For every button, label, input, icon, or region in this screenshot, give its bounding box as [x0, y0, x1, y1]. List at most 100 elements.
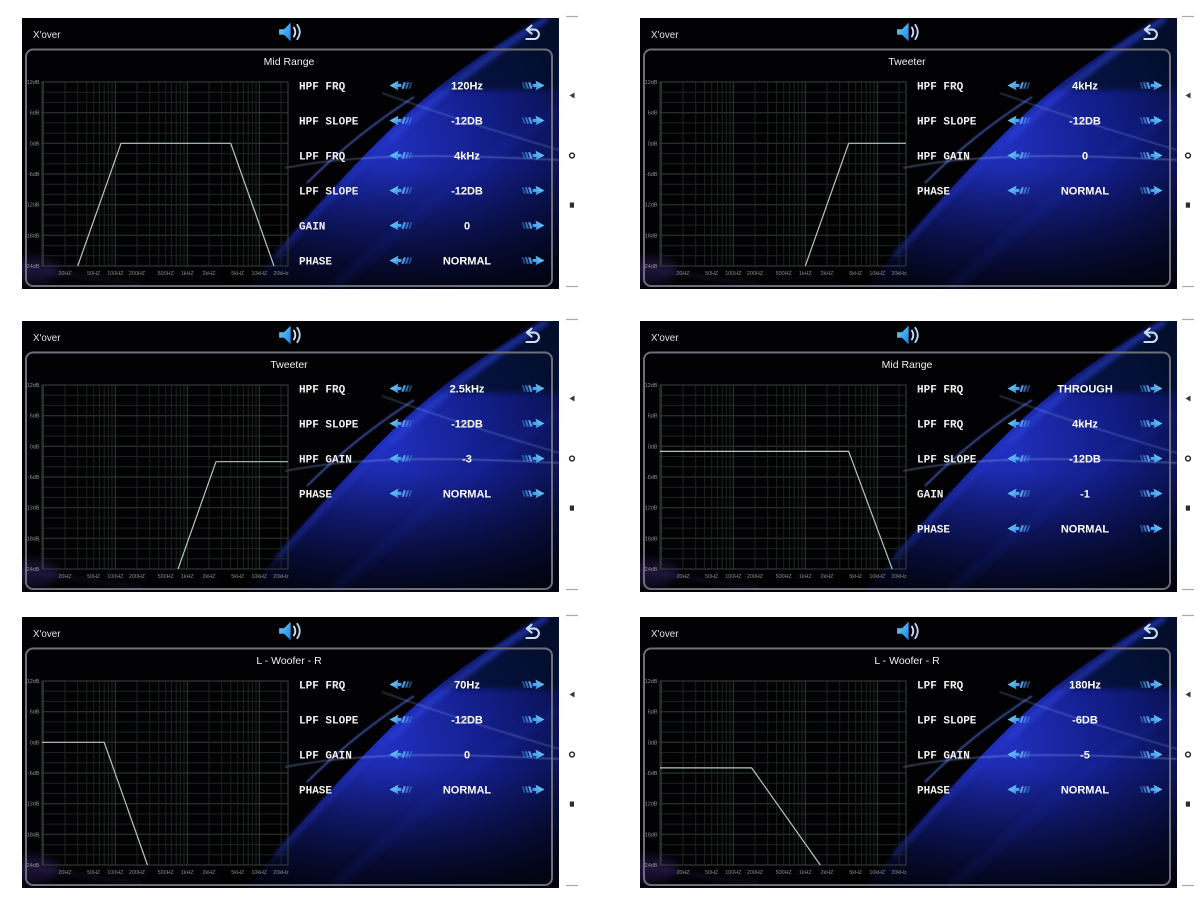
svg-text:PHASE: PHASE: [299, 786, 332, 798]
svg-text:20HZ: 20HZ: [58, 271, 72, 277]
svg-text:0: 0: [464, 750, 470, 762]
svg-text:6dB: 6dB: [648, 111, 658, 117]
svg-text:0dB: 0dB: [648, 141, 658, 147]
svg-text:100HZ: 100HZ: [107, 870, 124, 876]
svg-text:HPF FRQ: HPF FRQ: [917, 385, 964, 397]
svg-text:-6DB: -6DB: [1072, 715, 1098, 727]
svg-text:Tweeter: Tweeter: [888, 56, 926, 68]
svg-text:-12dB: -12dB: [643, 203, 658, 209]
svg-text:LPF GAIN: LPF GAIN: [917, 751, 970, 763]
svg-text:10kHZ: 10kHZ: [251, 271, 268, 277]
svg-text:Mid Range: Mid Range: [882, 359, 933, 371]
svg-text:1kHZ: 1kHZ: [181, 870, 195, 876]
svg-text:12dB: 12dB: [645, 679, 658, 685]
svg-text:0dB: 0dB: [30, 444, 40, 450]
svg-text:1kHZ: 1kHZ: [799, 870, 813, 876]
svg-text:2kHZ: 2kHZ: [203, 870, 217, 876]
svg-text:-12dB: -12dB: [25, 506, 40, 512]
svg-text:HPF GAIN: HPF GAIN: [299, 455, 352, 467]
svg-text:100HZ: 100HZ: [725, 271, 742, 277]
svg-text:-24dB: -24dB: [25, 863, 40, 869]
svg-text:10kHZ: 10kHZ: [251, 870, 268, 876]
svg-text:GAIN: GAIN: [917, 490, 943, 502]
svg-text:LPF FRQ: LPF FRQ: [299, 681, 346, 693]
svg-text:20kHz: 20kHz: [273, 574, 289, 580]
svg-text:-24dB: -24dB: [643, 863, 658, 869]
svg-text:-6dB: -6dB: [28, 771, 40, 777]
svg-text:10kHZ: 10kHZ: [869, 271, 886, 277]
svg-text:6dB: 6dB: [30, 710, 40, 716]
svg-text:-24dB: -24dB: [25, 567, 40, 573]
svg-text:NORMAL: NORMAL: [443, 785, 492, 797]
svg-text:500HZ: 500HZ: [776, 271, 793, 277]
svg-text:20kHz: 20kHz: [273, 870, 289, 876]
svg-text:X'over: X'over: [651, 333, 679, 344]
svg-text:20kHz: 20kHz: [891, 271, 907, 277]
svg-text:LPF SLOPE: LPF SLOPE: [917, 455, 977, 467]
svg-text:NORMAL: NORMAL: [443, 489, 492, 501]
svg-text:50HZ: 50HZ: [87, 574, 101, 580]
svg-text:0dB: 0dB: [30, 740, 40, 746]
svg-text:5kHZ: 5kHZ: [231, 574, 245, 580]
svg-text:500HZ: 500HZ: [158, 574, 175, 580]
svg-text:12dB: 12dB: [27, 80, 40, 86]
svg-text:50HZ: 50HZ: [87, 271, 101, 277]
svg-text:5kHZ: 5kHZ: [231, 271, 245, 277]
svg-text:4kHz: 4kHz: [1072, 419, 1098, 431]
svg-text:1kHZ: 1kHZ: [799, 271, 813, 277]
svg-text:-18dB: -18dB: [643, 832, 658, 838]
svg-text:X'over: X'over: [651, 30, 679, 41]
svg-text:100HZ: 100HZ: [107, 271, 124, 277]
svg-text:10kHZ: 10kHZ: [869, 870, 886, 876]
svg-text:0: 0: [464, 221, 470, 233]
svg-text:2kHZ: 2kHZ: [821, 870, 835, 876]
svg-text:20HZ: 20HZ: [58, 870, 72, 876]
svg-text:12dB: 12dB: [27, 383, 40, 389]
svg-text:-18dB: -18dB: [25, 233, 40, 239]
svg-text:NORMAL: NORMAL: [443, 256, 492, 268]
svg-text:20HZ: 20HZ: [58, 574, 72, 580]
svg-text:HPF GAIN: HPF GAIN: [917, 152, 970, 164]
svg-text:HPF FRQ: HPF FRQ: [917, 82, 964, 94]
svg-text:50HZ: 50HZ: [705, 574, 719, 580]
svg-text:-12dB: -12dB: [25, 203, 40, 209]
svg-text:12dB: 12dB: [645, 383, 658, 389]
svg-text:12dB: 12dB: [27, 679, 40, 685]
svg-text:HPF FRQ: HPF FRQ: [299, 82, 346, 94]
svg-text:500HZ: 500HZ: [776, 574, 793, 580]
svg-text:1kHZ: 1kHZ: [181, 271, 195, 277]
svg-text:LPF FRQ: LPF FRQ: [917, 420, 964, 432]
svg-text:20HZ: 20HZ: [676, 271, 690, 277]
svg-text:-18dB: -18dB: [643, 233, 658, 239]
svg-text:-24dB: -24dB: [643, 567, 658, 573]
svg-text:-12DB: -12DB: [451, 186, 483, 198]
svg-text:100HZ: 100HZ: [725, 574, 742, 580]
svg-text:-1: -1: [1080, 489, 1090, 501]
svg-text:20kHz: 20kHz: [891, 574, 907, 580]
svg-text:5kHZ: 5kHZ: [849, 271, 863, 277]
svg-text:20HZ: 20HZ: [676, 574, 690, 580]
svg-text:-24dB: -24dB: [25, 264, 40, 270]
svg-text:200HZ: 200HZ: [747, 574, 764, 580]
svg-text:NORMAL: NORMAL: [1061, 186, 1110, 198]
svg-text:PHASE: PHASE: [299, 257, 332, 269]
svg-text:HPF SLOPE: HPF SLOPE: [917, 117, 977, 129]
svg-text:4kHz: 4kHz: [454, 151, 480, 163]
svg-text:6dB: 6dB: [30, 414, 40, 420]
svg-text:X'over: X'over: [651, 629, 679, 640]
svg-text:HPF SLOPE: HPF SLOPE: [299, 420, 359, 432]
svg-text:LPF SLOPE: LPF SLOPE: [299, 716, 359, 728]
svg-text:2kHZ: 2kHZ: [821, 574, 835, 580]
svg-text:100HZ: 100HZ: [725, 870, 742, 876]
svg-text:200HZ: 200HZ: [129, 271, 146, 277]
svg-text:Mid Range: Mid Range: [264, 56, 315, 68]
svg-text:500HZ: 500HZ: [158, 271, 175, 277]
svg-text:5kHZ: 5kHZ: [849, 870, 863, 876]
svg-text:2kHZ: 2kHZ: [203, 574, 217, 580]
svg-text:6dB: 6dB: [648, 414, 658, 420]
svg-text:THROUGH: THROUGH: [1057, 384, 1113, 396]
svg-text:0dB: 0dB: [648, 740, 658, 746]
svg-text:6dB: 6dB: [648, 710, 658, 716]
svg-text:-6dB: -6dB: [646, 771, 658, 777]
svg-text:GAIN: GAIN: [299, 222, 325, 234]
